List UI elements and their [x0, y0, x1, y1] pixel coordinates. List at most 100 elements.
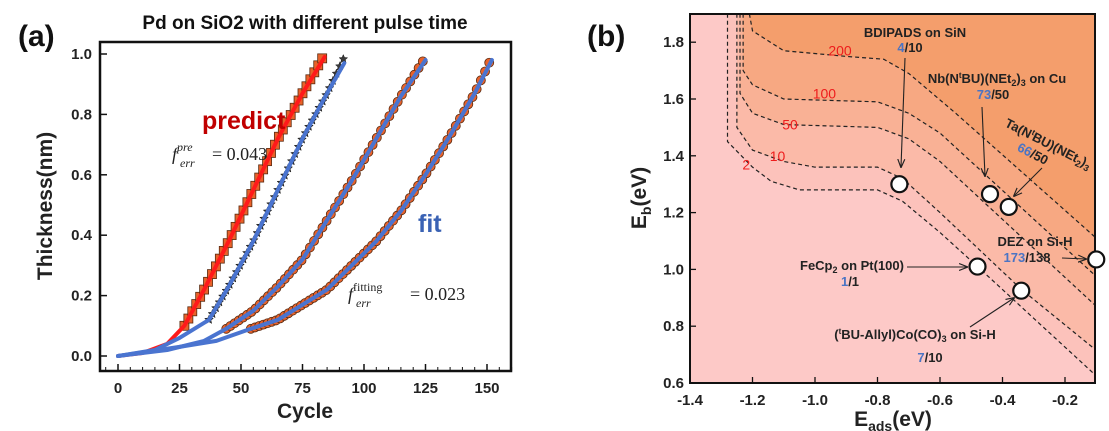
nb-sup: t — [959, 71, 962, 80]
contour-label-200: 200 — [828, 43, 852, 59]
y-tick-label: 1.2 — [663, 205, 684, 222]
fecp2-p2: on Pt(100) — [838, 258, 904, 273]
pre-ferr-annotation: fpre err = 0.043 — [172, 140, 267, 170]
xlabel-main: E — [854, 408, 868, 431]
panel-a-plot-area — [116, 53, 495, 358]
tbu-sup: t — [839, 327, 842, 336]
y-tick-label: 0.0 — [71, 348, 92, 365]
label-nb: Nb(NtBU)(NEt2)3 on Cu — [928, 71, 1066, 88]
arrow-tbu — [969, 298, 1014, 328]
nb-p3: ) — [1016, 71, 1020, 86]
nb-p4: on Cu — [1026, 71, 1066, 86]
panel-b-xlabel: Eads(eV) — [854, 408, 932, 431]
data-point-fecp2 — [968, 257, 987, 276]
pre-value: = 0.043 — [212, 144, 267, 164]
den-nb: /50 — [991, 87, 1009, 102]
fit-curve — [116, 58, 494, 358]
label-tbu: (tBU-Allyl)Co(CO)3 on Si-H — [834, 327, 996, 344]
arrow-dez — [1061, 258, 1086, 259]
num-bdipads: 4 — [897, 40, 905, 55]
y-tick-label: 0.6 — [71, 167, 92, 184]
arrow-nb — [982, 106, 985, 176]
fecp2-p1: FeCp — [800, 258, 833, 273]
panel-a-label: (a) — [18, 20, 55, 53]
panel-a-frame — [98, 40, 513, 373]
tbu-p2: on Si-H — [947, 327, 996, 342]
ratio-nb: 73/50 — [977, 87, 1010, 102]
x-tick-label: -1.2 — [740, 392, 766, 409]
den-ta: /50 — [1028, 146, 1051, 168]
label-bdipads: BDIPADS on SiN — [864, 25, 966, 40]
y-tick-label: 1.0 — [71, 46, 92, 63]
data-point-tbu — [1012, 281, 1031, 300]
ylabel-main: E — [628, 215, 651, 229]
xlabel-unit: (eV) — [892, 408, 932, 431]
y-tick-label: 1.4 — [663, 148, 685, 165]
panel-a-xlabel: Cycle — [277, 400, 333, 423]
panel-b-ticks: -1.4 -1.2 -1.0 -0.8 -0.6 -0.4 -0.2 0.6 0.8 1.0 1.2… — [663, 34, 1078, 409]
data-point-nb — [980, 185, 1000, 204]
arrow-bdipads — [901, 57, 906, 167]
ratio-tbu: 7/10 — [917, 350, 942, 365]
x-tick-label: -1.0 — [802, 392, 828, 409]
series-circle — [116, 57, 495, 358]
nb-p1: Nb(N — [928, 71, 959, 86]
ratio-fecp2: 1/1 — [841, 274, 859, 289]
contour-label-2: 2 — [742, 156, 750, 172]
tbu-p0: ( — [834, 327, 839, 342]
fitting-sup: fitting — [353, 280, 382, 294]
x-tick-label: 25 — [171, 380, 188, 397]
x-tick-label: -0.6 — [927, 392, 953, 409]
num-tbu: 7 — [917, 350, 924, 365]
den-dez: /138 — [1025, 250, 1050, 265]
y-tick-label: 0.8 — [663, 318, 684, 335]
panel-b-ylabel: Eb(eV) — [628, 167, 654, 229]
contour-label-100: 100 — [813, 85, 837, 101]
y-tick-label: 1.0 — [663, 261, 684, 278]
series-star — [116, 53, 349, 358]
data-point-star — [338, 53, 349, 64]
arrow-ta — [1014, 167, 1043, 196]
y-tick-label: 0.2 — [71, 288, 92, 305]
contour-region-200 — [749, 14, 1095, 238]
contour-label-10: 10 — [770, 148, 786, 164]
nb-sub2: 3 — [1021, 78, 1026, 88]
contour-line-100 — [742, 14, 1095, 277]
ta-p3: ) — [1079, 154, 1090, 169]
ylabel-sub: b — [638, 207, 654, 216]
ratio-dez: 173/138 — [1003, 250, 1050, 265]
predict-annotation: predict — [202, 107, 286, 135]
pre-f: f — [172, 144, 180, 164]
fitting-sub: err — [356, 296, 371, 310]
fit-annotation: fit — [418, 210, 442, 238]
panel-a-ylabel: Thickness(nm) — [34, 132, 57, 280]
xlabel-sub: ads — [868, 418, 892, 431]
x-tick-label: -0.8 — [865, 392, 891, 409]
num-nb: 73 — [977, 87, 991, 102]
ratio-bdipads: 4/10 — [897, 40, 922, 55]
panel-b-label: (b) — [587, 20, 625, 53]
num-fecp2: 1 — [841, 274, 848, 289]
y-tick-label: 0.8 — [71, 106, 92, 123]
x-tick-label: 0 — [114, 380, 122, 397]
ylabel-unit: (eV) — [628, 167, 651, 207]
contour-line-200 — [748, 14, 1095, 238]
nb-p2: BU)(NEt — [962, 71, 1012, 86]
panel-a-title: Pd on SiO2 with different pulse time — [142, 13, 467, 34]
x-tick-label: -0.4 — [990, 392, 1017, 409]
contour-line-2 — [726, 14, 1095, 376]
point-labels: BDIPADS on SiN 4/10 Nb(NtBU)(NEt2)3 on C… — [800, 25, 1091, 365]
label-fecp2: FeCp2 on Pt(100) — [800, 258, 904, 275]
tbu-sub: 3 — [942, 334, 947, 344]
den-bdipads: /10 — [905, 40, 923, 55]
den-tbu: /10 — [925, 350, 943, 365]
annotation-arrows — [901, 57, 1086, 328]
ratio-ta: 66/50 — [1015, 140, 1051, 168]
x-tick-label: -0.2 — [1052, 392, 1078, 409]
num-ta: 66 — [1015, 140, 1035, 160]
series-circle — [116, 56, 428, 358]
data-point-dez — [1087, 250, 1106, 269]
x-tick-label: -1.4 — [677, 392, 704, 409]
